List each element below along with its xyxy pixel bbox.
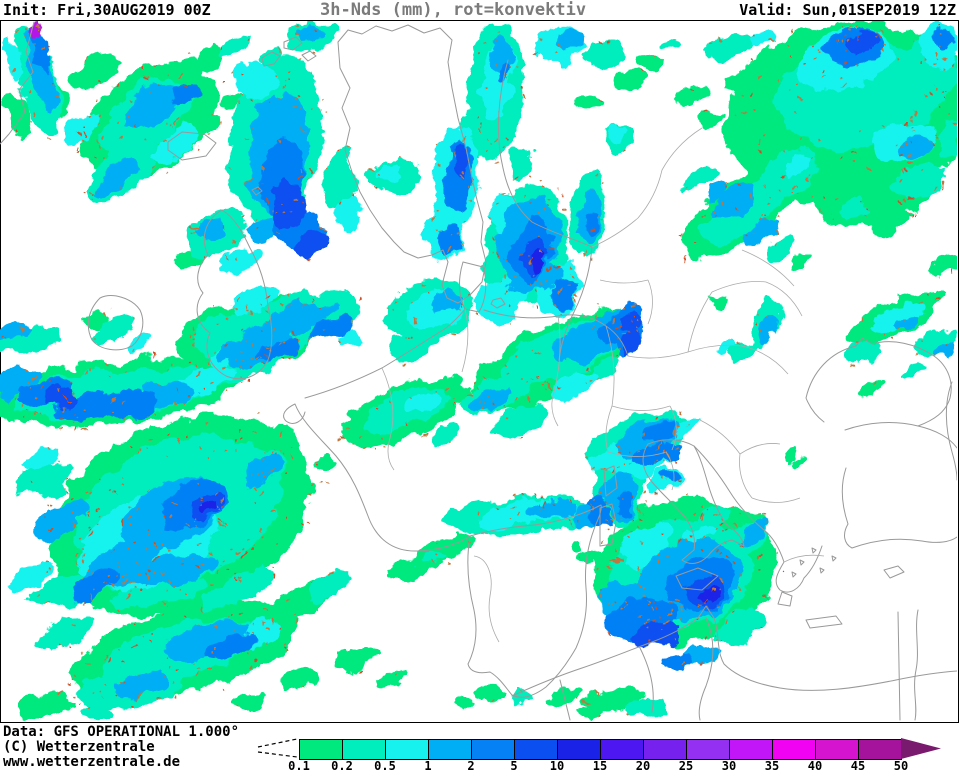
coast-peloponnese (777, 591, 793, 607)
header: Init: Fri,30AUG2019 00Z 3h-Nds (mm), rot… (0, 0, 959, 20)
legend-segment (386, 740, 429, 759)
coast-corsica (603, 465, 618, 497)
coast-finland (497, 59, 593, 361)
legend-segment (300, 740, 343, 759)
legend-segment (859, 740, 901, 759)
init-time-label: Init: Fri,30AUG2019 00Z (3, 1, 211, 19)
coast-ireland (87, 295, 144, 351)
legend-tick: 0.5 (374, 759, 396, 770)
legend-segment (343, 740, 386, 759)
legend-segment (644, 740, 687, 759)
legend-tick: 2 (467, 759, 475, 770)
legend-tick: 0.1 (288, 759, 310, 770)
legend-segment (816, 740, 859, 759)
coast-iceland (167, 131, 217, 161)
legend-segment (773, 740, 816, 759)
legend-tick-labels: 0.1 0.2 0.5 1 2 5 10 15 20 25 30 35 40 45 50 (0, 759, 959, 770)
coast-iberia (467, 504, 602, 698)
coast-north-africa (511, 605, 957, 697)
coast-arctic-islands (261, 36, 317, 67)
coast-sardinia (599, 503, 617, 547)
legend-tick: 40 (807, 759, 823, 770)
footer: Data: GFS OPERATIONAL 1.000° (C) Wetterz… (0, 723, 959, 770)
copyright-label: (C) Wetterzentrale (3, 739, 155, 755)
legend-tick: 35 (764, 759, 780, 770)
coast-aegean-islands (791, 547, 837, 578)
legend-segment (472, 740, 515, 759)
legend-tick: 20 (635, 759, 651, 770)
coast-scandinavia (337, 24, 487, 304)
website-label: www.wetterzentrale.de (3, 754, 181, 770)
river-nile (914, 609, 919, 721)
legend-segment (730, 740, 773, 759)
legend-colorbar (299, 739, 902, 760)
coast-cyprus (883, 565, 905, 579)
coast-caspian (945, 381, 957, 481)
valid-time-label: Valid: Sun,01SEP2019 12Z (739, 1, 956, 19)
legend-tick: 30 (721, 759, 737, 770)
coast-greenland (0, 21, 35, 145)
legend-tick: 10 (549, 759, 565, 770)
legend-segment (601, 740, 644, 759)
coast-sicily (675, 567, 719, 591)
legend-segment (515, 740, 558, 759)
coast-faroe (251, 186, 263, 196)
coast-great-britain (196, 209, 273, 380)
coastline-layer (0, 21, 957, 721)
legend-arrow (901, 738, 941, 759)
border-sahara (559, 611, 901, 721)
legend-tick: 15 (592, 759, 608, 770)
legend-segment (558, 740, 601, 759)
legend-tick: 5 (510, 759, 518, 770)
coast-north-sea (381, 308, 629, 369)
legend-tick: 45 (850, 759, 866, 770)
country-border-layer (381, 127, 825, 643)
coast-france (283, 367, 471, 552)
data-source-label: Data: GFS OPERATIONAL 1.000° (3, 724, 240, 740)
legend-segment (687, 740, 730, 759)
precipitation-layer (0, 21, 957, 722)
coast-crete (805, 615, 843, 629)
legend-tick: 1 (424, 759, 432, 770)
coast-denmark (459, 261, 506, 313)
legend-segment (429, 740, 472, 759)
legend-tick: 0.2 (331, 759, 353, 770)
legend-tick: 25 (678, 759, 694, 770)
map-canvas (0, 21, 957, 722)
map-title: 3h-Nds (mm), rot=konvektiv (320, 0, 587, 20)
legend-tick: 50 (893, 759, 909, 770)
coast-italy (642, 439, 745, 564)
legend-dashes (257, 738, 298, 758)
coast-turkey (841, 422, 957, 549)
